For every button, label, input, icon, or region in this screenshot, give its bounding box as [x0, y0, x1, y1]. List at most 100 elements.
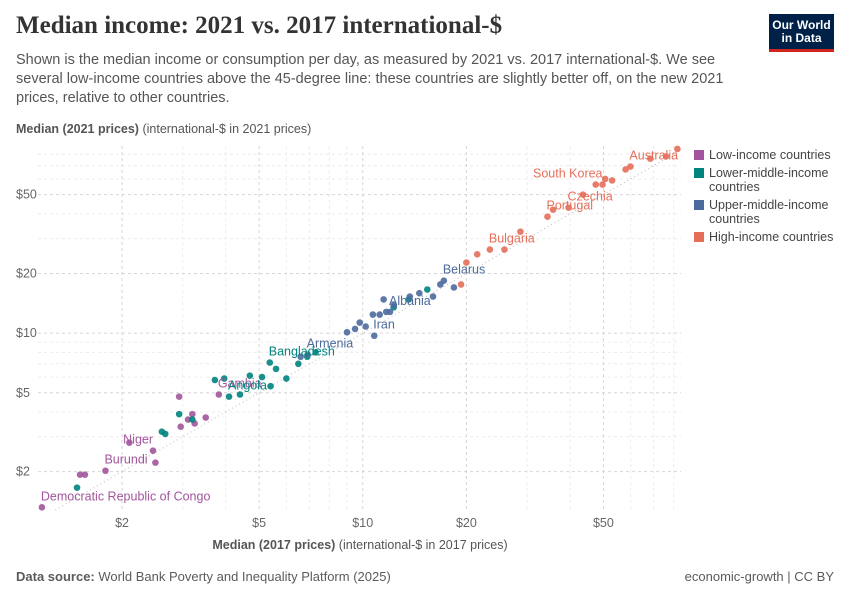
- legend-label: Upper-middle-income countries: [709, 198, 829, 226]
- point: [386, 308, 394, 316]
- point: [126, 439, 133, 446]
- legend-swatch: [694, 150, 704, 160]
- x-tick-label: $50: [593, 516, 614, 530]
- x-axis-label: Median (2017 prices): [212, 538, 335, 552]
- point: [149, 447, 157, 454]
- point: [608, 177, 616, 184]
- point-label: Bulgaria: [489, 232, 535, 246]
- point: [272, 365, 280, 373]
- point: [343, 328, 351, 336]
- point: [429, 293, 437, 300]
- point: [312, 349, 319, 356]
- point: [362, 323, 370, 330]
- point: [258, 373, 266, 381]
- point-label: Bangladesh: [269, 345, 335, 359]
- point: [76, 471, 84, 478]
- point: [440, 277, 448, 284]
- point: [351, 325, 359, 333]
- y-axis-title: Median (2021 prices) (international-$ in…: [16, 122, 311, 136]
- point: [601, 175, 609, 183]
- legend-item[interactable]: Lower-middle-income countries: [694, 166, 844, 194]
- point: [73, 484, 81, 491]
- point-label: Angola: [228, 379, 267, 393]
- point: [674, 145, 681, 153]
- point-label: Belarus: [443, 263, 485, 277]
- point: [189, 416, 196, 423]
- legend-item[interactable]: Upper-middle-income countries: [694, 198, 844, 226]
- point: [283, 375, 290, 382]
- x-tick-label: $10: [352, 516, 373, 530]
- legend-swatch: [694, 232, 704, 242]
- point: [295, 360, 302, 368]
- point: [565, 204, 572, 211]
- x-axis-unit: (international-$ in 2017 prices): [339, 538, 508, 552]
- source-label: Data source:: [16, 569, 95, 584]
- point: [380, 296, 387, 303]
- legend-swatch: [694, 200, 704, 210]
- point: [369, 311, 377, 318]
- point-label: Gambia: [218, 376, 262, 390]
- subtitle: Shown is the median income or consumptio…: [16, 52, 724, 106]
- grid: $2 $5 $10 $20 $50 $2 $5 $10 $20 $50: [16, 146, 682, 530]
- point: [246, 372, 254, 379]
- source-text: World Bank Poverty and Inequality Platfo…: [98, 569, 391, 584]
- point: [579, 191, 587, 198]
- point: [175, 410, 183, 418]
- point: [266, 359, 274, 366]
- source: Data source: World Bank Poverty and Ineq…: [16, 569, 391, 584]
- point: [220, 375, 228, 382]
- y-tick-label: $50: [16, 188, 37, 202]
- point: [627, 163, 634, 170]
- point: [225, 393, 233, 400]
- legend-item[interactable]: High-income countries: [694, 230, 844, 244]
- legend: Low-income countries Lower-middle-income …: [694, 148, 844, 248]
- point: [38, 504, 46, 511]
- point: [646, 155, 654, 162]
- y-tick-label: $2: [16, 465, 30, 479]
- point: [370, 332, 378, 340]
- point: [189, 410, 196, 418]
- point: [406, 293, 414, 300]
- logo-line: Our World: [772, 18, 831, 32]
- y-tick-label: $5: [16, 386, 30, 400]
- y-tick-label: $10: [16, 326, 37, 340]
- marks: Democratic Republic of Congo Burundi Niger…: [38, 145, 681, 511]
- logo[interactable]: Our World in Data: [769, 14, 834, 52]
- point: [81, 471, 89, 478]
- point: [457, 281, 465, 288]
- point: [662, 153, 670, 160]
- point: [211, 376, 219, 384]
- x-axis-title: Median (2017 prices) (international-$ in…: [212, 538, 507, 552]
- point: [517, 228, 524, 236]
- point: [304, 351, 311, 358]
- point: [599, 181, 606, 188]
- point-label: Australia: [629, 149, 678, 163]
- point-label: Democratic Republic of Congo: [41, 489, 211, 503]
- y-tick-label: $20: [16, 266, 37, 280]
- legend-label: Low-income countries: [709, 148, 831, 162]
- y-axis-label: Median (2021 prices): [16, 122, 139, 136]
- title: Median income: 2021 vs. 2017 internation…: [16, 12, 503, 39]
- point-label: South Korea: [533, 167, 603, 181]
- point: [376, 311, 383, 318]
- point: [390, 302, 397, 309]
- point: [102, 467, 109, 475]
- point: [267, 382, 274, 390]
- point: [161, 430, 169, 438]
- x-tick-label: $2: [115, 516, 129, 530]
- point: [416, 289, 423, 297]
- legend-swatch: [694, 168, 704, 178]
- point: [215, 391, 223, 398]
- point: [236, 391, 244, 398]
- point: [177, 423, 184, 431]
- point: [473, 250, 481, 258]
- point: [622, 166, 629, 173]
- point-label: Niger: [123, 433, 153, 447]
- point: [152, 459, 159, 466]
- point: [297, 353, 304, 361]
- point-label: Armenia: [307, 336, 354, 350]
- point: [450, 284, 458, 291]
- legend-item[interactable]: Low-income countries: [694, 148, 844, 162]
